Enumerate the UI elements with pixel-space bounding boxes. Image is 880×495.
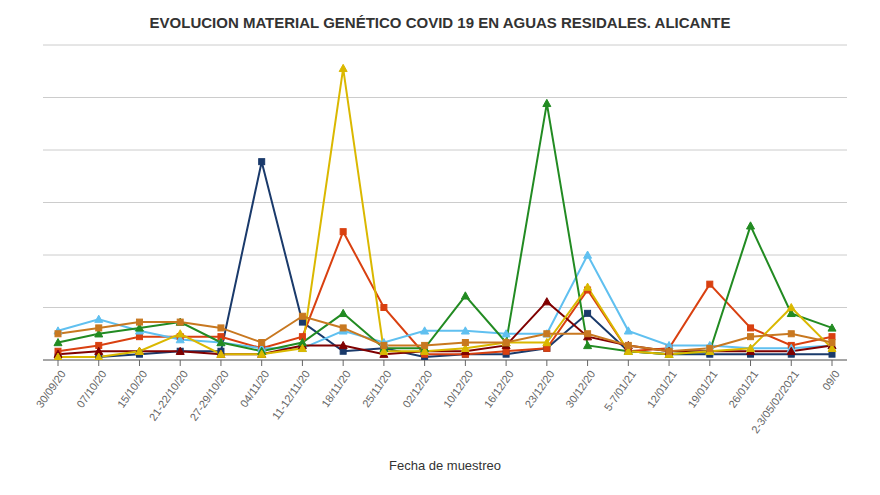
svg-text:16/12/20: 16/12/20 [482, 368, 516, 410]
svg-text:30/09/20: 30/09/20 [33, 368, 67, 410]
svg-text:Fecha de muestreo: Fecha de muestreo [389, 458, 501, 473]
svg-text:21-22/10/20: 21-22/10/20 [147, 368, 191, 423]
svg-text:2-3/05/02/2021: 2-3/05/02/2021 [749, 368, 801, 436]
svg-text:5-7/01/21: 5-7/01/21 [602, 368, 638, 413]
svg-text:02/12/20: 02/12/20 [400, 368, 434, 410]
svg-text:10/12/20: 10/12/20 [441, 368, 475, 410]
svg-text:11-12/11/20: 11-12/11/20 [270, 368, 313, 422]
svg-text:09/0: 09/0 [820, 368, 842, 392]
svg-text:07/10/20: 07/10/20 [74, 368, 108, 410]
svg-text:27-29/10/20: 27-29/10/20 [187, 368, 231, 423]
svg-text:18/11/20: 18/11/20 [319, 368, 353, 409]
svg-text:25/11/20: 25/11/20 [360, 368, 394, 409]
svg-text:19/01/21: 19/01/21 [685, 368, 719, 410]
svg-text:23/12/20: 23/12/20 [522, 368, 556, 410]
svg-text:30/12/20: 30/12/20 [563, 368, 597, 410]
svg-text:12/01/21: 12/01/21 [644, 368, 678, 410]
svg-text:04/11/20: 04/11/20 [238, 368, 272, 409]
svg-text:26/01/21: 26/01/21 [726, 368, 760, 410]
svg-text:15/10/20: 15/10/20 [115, 368, 149, 410]
html-text:EVOLUCION MATERIAL GENÉTICO CO: EVOLUCION MATERIAL GENÉTICO COVID 19 EN … [149, 14, 731, 31]
